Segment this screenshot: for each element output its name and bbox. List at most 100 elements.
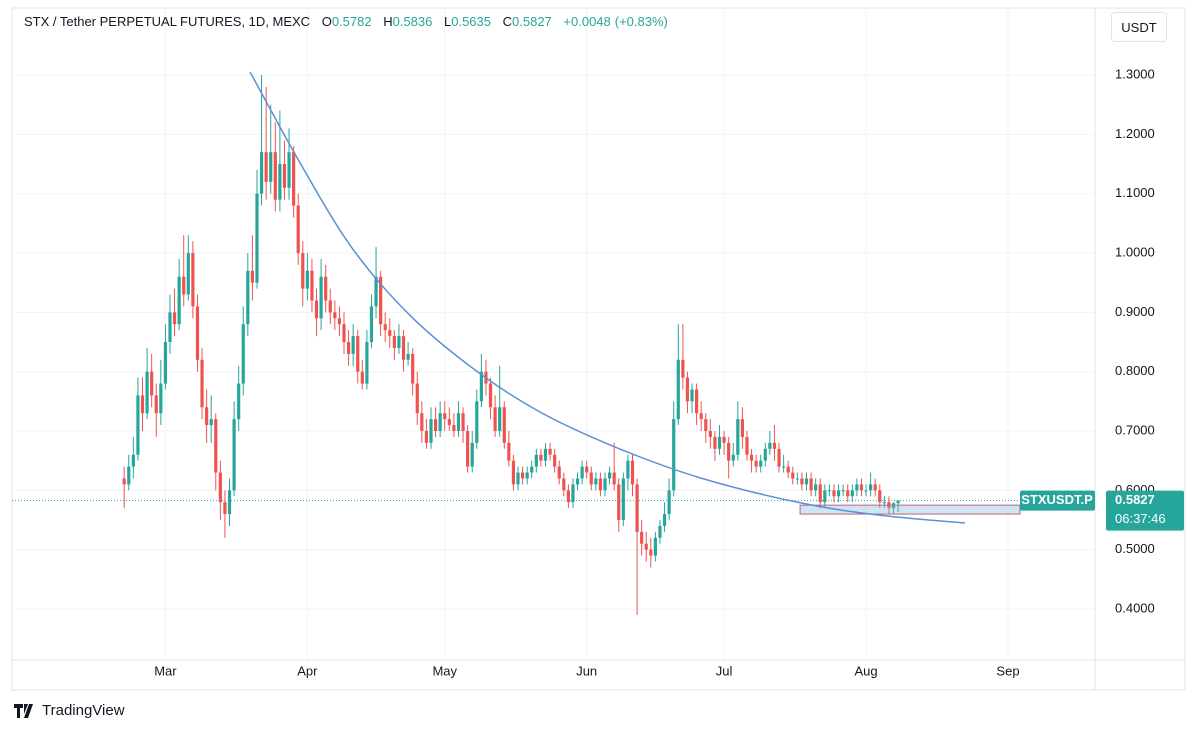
- logo-icon: [14, 703, 33, 718]
- candle-body: [131, 454, 135, 467]
- candle-body: [278, 164, 282, 200]
- candle-body: [804, 478, 809, 485]
- y-tick-label: 0.8000: [1115, 363, 1155, 378]
- candle-body: [841, 490, 845, 492]
- candle-body: [429, 419, 433, 443]
- candle-body: [205, 407, 209, 426]
- x-tick-label: May: [432, 663, 457, 678]
- candle-body: [777, 448, 781, 467]
- candle-body: [562, 478, 566, 491]
- candle-body: [553, 454, 557, 467]
- candle-body: [672, 419, 676, 491]
- candle-body: [594, 478, 598, 485]
- candle-body: [342, 324, 346, 343]
- candle-body: [571, 484, 575, 503]
- candle-body: [456, 413, 461, 431]
- candle-body: [667, 490, 671, 515]
- candle-body: [782, 466, 786, 468]
- candle-body: [818, 484, 822, 503]
- ohlc-key: L: [444, 14, 452, 29]
- candle-body: [172, 312, 177, 325]
- candle-body: [259, 152, 264, 194]
- candle-body: [159, 383, 163, 414]
- candle-body: [337, 318, 342, 325]
- candle-body: [365, 342, 369, 384]
- candle-body: [401, 336, 406, 360]
- candle-body: [223, 502, 227, 515]
- candle-body: [800, 478, 804, 485]
- candle-body: [200, 359, 204, 408]
- candle-body: [722, 436, 726, 443]
- change: +0.0048: [563, 14, 611, 29]
- ohlc-value: 0.5827: [512, 14, 552, 29]
- candle-body: [273, 152, 277, 200]
- candle-body: [369, 306, 374, 343]
- candle-body: [713, 436, 717, 449]
- candle-body: [823, 490, 827, 503]
- candle-body: [855, 484, 859, 491]
- candle-body: [415, 383, 419, 414]
- candle-body: [287, 152, 291, 188]
- currency-button[interactable]: USDT: [1111, 12, 1167, 42]
- candle-body: [406, 353, 410, 360]
- candle-body: [424, 430, 429, 443]
- legend-header: STX / Tether PERPETUAL FUTURES, 1D, MEXC…: [24, 14, 676, 29]
- candle-body: [324, 276, 328, 301]
- candle-body: [438, 413, 442, 431]
- candle-body: [759, 460, 763, 467]
- candle-body: [809, 478, 813, 491]
- x-tick-label: Jul: [716, 663, 733, 678]
- candle-body: [379, 276, 383, 325]
- candle-body: [690, 389, 694, 402]
- candle-body: [749, 454, 754, 461]
- candle-body: [269, 152, 273, 182]
- candle-body: [250, 270, 255, 283]
- candle-body: [685, 377, 690, 402]
- candle-body: [635, 484, 639, 532]
- ohlc-key: C: [502, 14, 513, 29]
- candle-body: [869, 484, 873, 491]
- candle-body: [699, 413, 703, 420]
- x-tick-label: Mar: [154, 663, 177, 678]
- labels: 0.40000.50000.60000.70000.80000.90001.00…: [154, 66, 1184, 678]
- candle-body: [530, 466, 534, 473]
- symbol-badge: [1020, 490, 1095, 511]
- candle-body: [662, 514, 667, 526]
- candle-body: [140, 395, 145, 414]
- candle-body: [145, 371, 149, 414]
- ohlc-key: O: [321, 14, 332, 29]
- candle-body: [575, 478, 580, 485]
- candle-body: [122, 478, 126, 485]
- candle-body: [479, 371, 483, 402]
- candle-body: [388, 330, 392, 337]
- candle-body: [814, 484, 818, 491]
- candle-body: [836, 490, 841, 497]
- candle-body: [168, 312, 172, 343]
- candle-body: [795, 478, 799, 480]
- candle-body: [859, 484, 864, 491]
- candle-body: [772, 442, 777, 449]
- candle-body: [292, 152, 296, 206]
- candle-body: [768, 442, 772, 449]
- candle-body: [136, 395, 140, 455]
- candle-body: [319, 276, 323, 319]
- candle-body: [397, 336, 401, 348]
- candle-body: [873, 484, 877, 491]
- candle-body: [452, 425, 456, 431]
- candle-body: [305, 270, 309, 289]
- x-tick-label: Jun: [576, 663, 597, 678]
- candle-body: [163, 342, 168, 384]
- candle-body: [241, 324, 245, 384]
- candle-body: [237, 383, 241, 420]
- candle-body: [507, 442, 511, 461]
- y-tick-label: 1.3000: [1115, 66, 1155, 81]
- candle-body: [214, 419, 218, 473]
- candle-body: [543, 448, 548, 461]
- candle-body: [227, 490, 232, 515]
- candle-body: [461, 413, 465, 431]
- candle-body: [470, 442, 474, 467]
- candle-body: [864, 490, 868, 492]
- ohlc-value: 0.5836: [392, 14, 433, 29]
- candle-body: [649, 549, 653, 556]
- candle-body: [786, 466, 790, 473]
